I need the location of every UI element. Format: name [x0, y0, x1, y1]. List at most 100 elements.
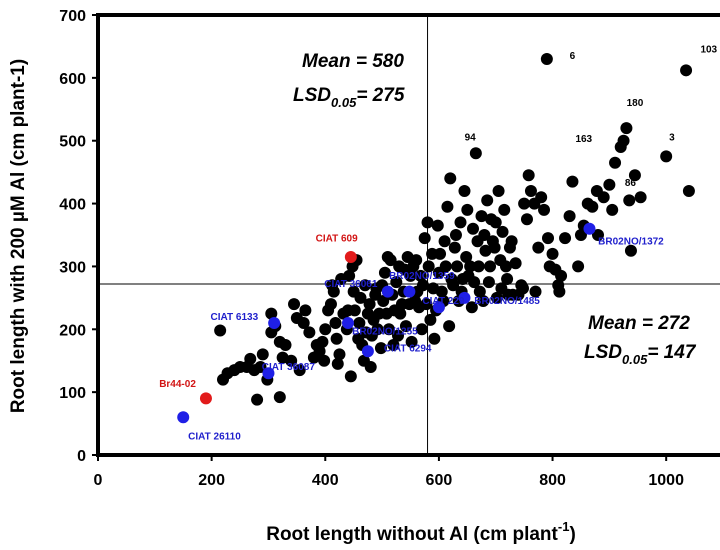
black-data-point	[394, 307, 407, 320]
blue-data-point	[361, 345, 374, 358]
black-data-point	[482, 276, 495, 289]
black-data-point	[299, 304, 312, 317]
y-tick-label: 300	[59, 259, 86, 276]
black-data-point	[410, 254, 423, 267]
blue-data-point	[432, 301, 445, 314]
black-data-point	[382, 323, 395, 336]
x-axis-title-close: )	[569, 524, 575, 545]
black-data-point	[285, 354, 298, 367]
black-data-point	[324, 298, 337, 311]
black-data-point	[256, 348, 269, 361]
black-data-point	[660, 150, 673, 163]
x-tick-label: 200	[198, 472, 225, 489]
blue-data-point	[381, 285, 394, 298]
black-data-point	[435, 285, 448, 298]
black-data-point	[279, 339, 292, 351]
black-data-point	[475, 210, 488, 223]
lower-mean-annotation: Mean = 272	[588, 313, 690, 334]
black-data-point	[344, 370, 357, 383]
blue-data-point	[583, 222, 596, 235]
black-data-point	[634, 191, 647, 204]
black-data-point	[319, 323, 332, 336]
black-data-point	[448, 241, 461, 254]
black-data-point	[374, 342, 387, 355]
black-data-point	[297, 317, 310, 329]
black-data-point	[414, 269, 427, 282]
black-data-point	[378, 266, 391, 279]
black-data-point	[481, 194, 494, 207]
black-data-point	[464, 260, 477, 273]
black-data-point	[517, 282, 529, 295]
lower-lsd-subscript: 0.05	[622, 352, 648, 367]
black-data-point	[434, 247, 447, 260]
black-data-point	[501, 273, 514, 285]
black-data-point	[465, 301, 478, 314]
black-data-point	[509, 257, 522, 270]
y-tick-label: 200	[59, 322, 86, 339]
x-tick-label: 600	[426, 472, 453, 489]
black-data-point	[563, 210, 576, 223]
black-data-point	[331, 357, 344, 370]
black-data-point	[522, 169, 535, 182]
point-label: 6	[570, 51, 576, 62]
black-data-point	[492, 185, 505, 197]
black-data-point	[348, 304, 361, 317]
black-data-point	[606, 203, 619, 216]
black-data-point	[518, 197, 531, 210]
black-data-point	[469, 147, 482, 160]
black-data-point	[251, 393, 264, 406]
blue-data-point	[177, 411, 190, 424]
black-data-point	[490, 291, 503, 304]
black-data-point	[390, 276, 403, 289]
black-data-point	[468, 276, 481, 289]
x-axis-title-main: Root length without Al (cm plant	[266, 524, 558, 545]
black-data-point	[422, 260, 435, 273]
black-data-point	[532, 241, 545, 254]
point-label: Br44-02	[159, 379, 196, 390]
black-data-point	[404, 269, 417, 282]
black-data-point	[555, 269, 568, 282]
point-label: 94	[465, 133, 477, 144]
black-data-point	[458, 185, 471, 197]
plot-frame	[96, 13, 720, 457]
black-data-point	[460, 251, 473, 263]
point-label: BR02NO/1359	[389, 271, 455, 282]
black-data-point	[478, 229, 491, 241]
upper-mean-annotation: Mean = 580	[302, 51, 404, 72]
black-data-point	[592, 229, 604, 241]
black-data-point	[421, 216, 434, 229]
black-data-point	[438, 235, 451, 248]
black-data-point	[461, 203, 474, 216]
x-tick-label: 0	[94, 472, 103, 489]
black-data-point	[597, 191, 610, 204]
black-data-point	[392, 329, 404, 342]
black-data-point	[420, 298, 433, 311]
black-data-point	[439, 260, 452, 273]
black-data-point	[484, 260, 497, 273]
black-data-point	[443, 320, 456, 333]
black-data-point	[498, 203, 511, 216]
blue-data-point	[268, 317, 281, 329]
point-label: BR02NO/1372	[598, 236, 664, 247]
black-data-point	[327, 285, 340, 298]
black-data-point	[477, 295, 490, 307]
x-tick-label: 800	[539, 472, 566, 489]
y-tick-label: 700	[59, 8, 86, 25]
black-data-point	[214, 324, 227, 337]
black-data-point	[333, 348, 346, 361]
y-tick-label: 100	[59, 385, 86, 402]
point-label: CIAT 6133	[211, 312, 259, 323]
black-data-point	[359, 279, 372, 292]
black-data-point	[318, 354, 331, 367]
black-data-point	[499, 260, 512, 273]
black-data-point	[542, 232, 554, 245]
y-tick-label: 0	[77, 448, 86, 465]
black-data-point	[428, 332, 441, 345]
black-data-point	[418, 232, 431, 245]
point-label: 3	[669, 133, 675, 144]
black-data-point	[353, 317, 366, 329]
black-data-point	[363, 298, 376, 311]
black-data-point	[603, 178, 616, 191]
red-data-point	[199, 392, 212, 405]
data-points	[177, 53, 695, 424]
